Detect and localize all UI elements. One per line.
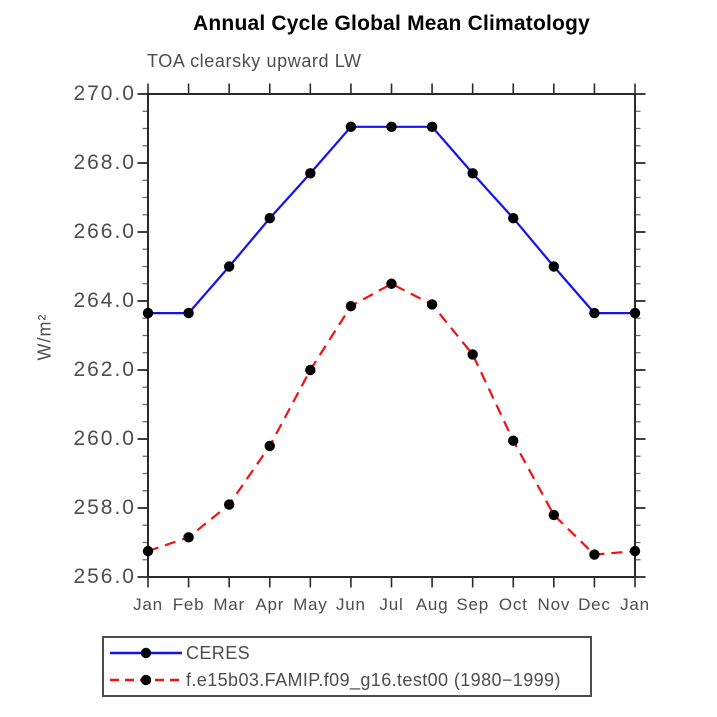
legend-label-model: f.e15b03.FAMIP.f09_g16.test00 (1980−1999… — [186, 669, 561, 690]
x-tick-label: Jun — [336, 595, 366, 614]
axes-frame — [147, 93, 636, 578]
x-tick-label: Jan — [620, 595, 650, 614]
ceres-point-5 — [345, 121, 357, 132]
x-tick-label: Jul — [379, 595, 404, 614]
x-tick-label: Sep — [456, 595, 489, 614]
y-tick-label: 270.0 — [73, 82, 136, 105]
x-tick-label: Oct — [498, 595, 528, 614]
x-tick-label: Jan — [133, 595, 163, 614]
model-point-8 — [467, 349, 478, 360]
ceres-point-6 — [386, 121, 397, 132]
x-tick-label: Mar — [213, 595, 245, 614]
model-line — [147, 282, 636, 556]
ceres-point-0 — [142, 307, 154, 319]
y-tick-label: 258.0 — [73, 496, 136, 519]
y-tick-label: 256.0 — [73, 565, 136, 588]
model-point-10 — [548, 509, 560, 521]
ceres-point-11 — [589, 307, 600, 319]
x-tick-label: Apr — [255, 595, 285, 614]
model-point-12 — [629, 545, 641, 557]
x-tick-label: Feb — [172, 595, 205, 614]
chart-subtitle: TOA clearsky upward LW — [147, 51, 362, 71]
model-point-4 — [305, 364, 316, 376]
x-tick-label: Aug — [415, 595, 449, 614]
y-tick-label: 260.0 — [73, 427, 136, 450]
y-tick-label: 262.0 — [73, 358, 136, 381]
model-point-0 — [142, 545, 154, 557]
y-tick-label: 264.0 — [73, 289, 136, 312]
ceres-point-8 — [467, 168, 478, 179]
ceres-point-7 — [426, 121, 438, 132]
model-point-5 — [345, 300, 357, 312]
model-point-1 — [183, 532, 194, 543]
ceres-line-swatch — [110, 647, 182, 659]
legend-box: CERES f.e15b03.FAMIP.f09_g16.test00 (198… — [102, 636, 592, 697]
ceres-point-3 — [264, 213, 275, 224]
model-point-11 — [589, 549, 600, 560]
legend-label-ceres: CERES — [186, 642, 251, 663]
ceres-point-1 — [183, 307, 194, 319]
y-tick-label: 266.0 — [73, 220, 136, 243]
ceres-point-2 — [223, 261, 235, 272]
legend-entry-ceres: CERES — [108, 640, 590, 667]
x-tick-label: Nov — [537, 595, 571, 614]
y-tick-label: 268.0 — [73, 151, 136, 174]
model-point-6 — [386, 278, 397, 289]
ceres-point-4 — [305, 168, 316, 179]
legend-entry-model: f.e15b03.FAMIP.f09_g16.test00 (1980−1999… — [108, 667, 590, 694]
model-point-9 — [508, 435, 519, 446]
model-point-2 — [223, 499, 235, 510]
model-line-swatch — [110, 674, 182, 686]
model-point-7 — [426, 299, 438, 310]
ceres-point-12 — [629, 307, 641, 319]
x-tick-label: May — [293, 595, 328, 614]
ceres-point-10 — [548, 261, 560, 272]
model-point-3 — [264, 440, 275, 452]
ceres-point-9 — [508, 213, 519, 224]
x-tick-label: Dec — [578, 595, 611, 614]
chart-title: Annual Cycle Global Mean Climatology — [193, 12, 590, 35]
